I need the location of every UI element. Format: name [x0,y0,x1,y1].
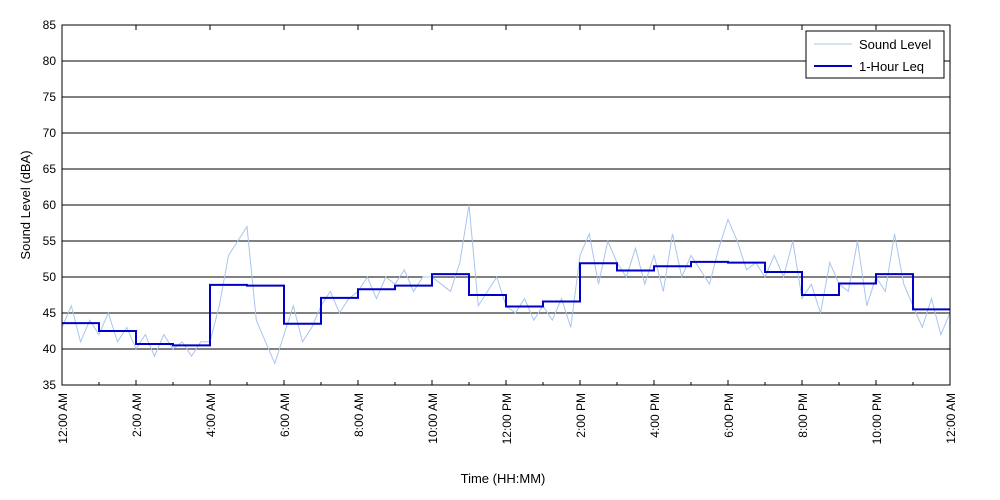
y-tick-label: 40 [43,342,57,356]
y-tick-label: 35 [43,378,57,392]
x-tick-label: 4:00 AM [204,393,218,437]
x-tick-label: 2:00 PM [574,393,588,438]
x-tick-label: 12:00 AM [56,393,70,444]
y-tick-label: 70 [43,126,57,140]
x-tick-label: 8:00 PM [796,393,810,438]
y-tick-label: 75 [43,90,57,104]
y-axis: 35 40 45 50 55 60 65 70 75 80 85 [43,18,67,392]
x-axis: 12:00 AM 2:00 AM 4:00 AM 6:00 AM 8:00 AM 10:0… [56,25,958,444]
grid-lines [62,60,950,350]
x-tick-label: 12:00 AM [944,393,958,444]
x-tick-label: 6:00 PM [722,393,736,438]
series-line-1-hour-leq [62,260,950,347]
legend-label-sound-level: Sound Level [859,37,931,52]
x-axis-label: Time (HH:MM) [461,471,546,486]
x-tick-label: 10:00 AM [426,393,440,444]
y-tick-label: 60 [43,198,57,212]
x-tick-label: 2:00 AM [130,393,144,437]
y-axis-label: Sound Level (dBA) [18,150,33,259]
x-tick-label: 12:00 PM [500,393,514,444]
y-tick-label: 50 [43,270,57,284]
x-tick-label: 10:00 PM [870,393,884,444]
y-tick-label: 80 [43,54,57,68]
x-tick-label: 6:00 AM [278,393,292,437]
legend-label-1-hour-leq: 1-Hour Leq [859,59,924,74]
y-tick-label: 55 [43,234,57,248]
legend: Sound Level 1-Hour Leq [805,30,945,79]
x-tick-label: 4:00 PM [648,393,662,438]
y-tick-label: 65 [43,162,57,176]
y-tick-label: 85 [43,18,57,32]
y-tick-label: 45 [43,306,57,320]
plot-area [62,204,950,365]
legend-box [805,30,945,79]
x-tick-label: 8:00 AM [352,393,366,437]
